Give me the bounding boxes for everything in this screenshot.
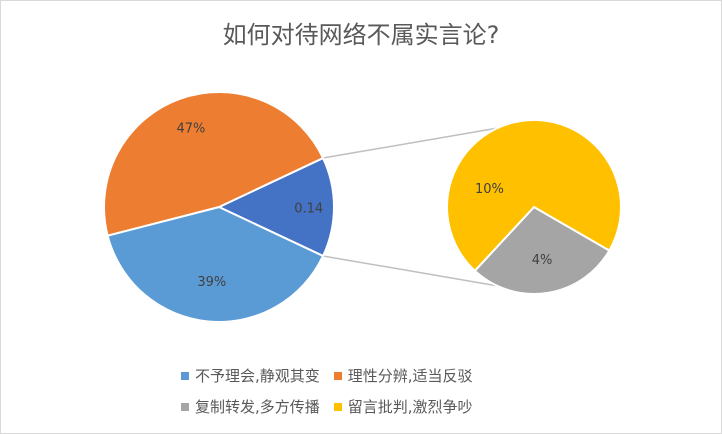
connector-line-bottom (322, 255, 498, 287)
legend-label: 理性分辨,适当反驳 (347, 367, 473, 385)
legend-row: 不予理会,静观其变 理性分辨,适当反驳复制转发,多方传播 留言批判,激烈争吵 (181, 365, 601, 417)
legend-swatch (181, 402, 189, 411)
data-label-ignore: 39% (197, 275, 226, 290)
legend-item: 不予理会,静观其变 (181, 365, 320, 386)
legend-item: 留言批判,激烈争吵 (333, 396, 473, 417)
data-label-other: 0.14 (294, 202, 323, 217)
legend-item: 复制转发,多方传播 (181, 396, 320, 417)
data-label-forward: 4% (532, 253, 553, 268)
legend-item: 理性分辨,适当反驳 (333, 365, 473, 386)
chart-title: 如何对待网络不属实言论? (222, 21, 500, 49)
data-label-rebut: 47% (176, 122, 205, 137)
pie-slice-criticize (446, 119, 622, 273)
pie-slice-other (216, 156, 335, 258)
legend-label: 不予理会,静观其变 (195, 367, 320, 385)
legend-swatch (333, 371, 342, 380)
data-label-criticize: 10% (475, 182, 504, 197)
legend-label: 复制转发,多方传播 (195, 398, 320, 416)
pie-slice-forward (473, 205, 611, 295)
pie-slice-ignore (106, 205, 325, 323)
legend-label: 留言批判,激烈争吵 (347, 398, 473, 416)
connector-line-top (322, 127, 498, 159)
legend-swatch (333, 402, 342, 411)
chart-legend: 不予理会,静观其变 理性分辨,适当反驳复制转发,多方传播 留言批判,激烈争吵 (181, 365, 601, 417)
legend-swatch (181, 371, 189, 380)
pie-slice-rebut (103, 91, 325, 237)
